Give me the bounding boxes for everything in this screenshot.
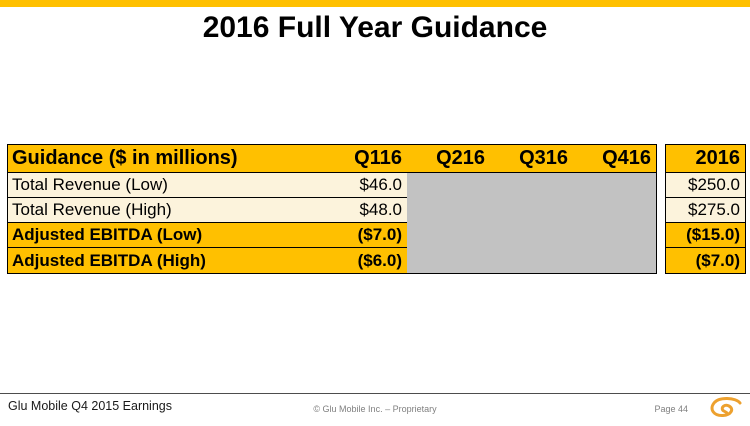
row-value-q116: ($6.0)	[324, 248, 407, 273]
header-cell-2016: 2016	[666, 145, 745, 173]
header-cell-q316: Q316	[490, 145, 573, 173]
slide-title: 2016 Full Year Guidance	[202, 11, 548, 44]
top-accent-bar	[0, 0, 750, 7]
row-value-fy: $275.0	[666, 198, 745, 223]
row-label: Adjusted EBITDA (High)	[8, 248, 324, 273]
header-cell-q116: Q116	[324, 145, 407, 173]
row-value-fy: $250.0	[666, 173, 745, 198]
footer-copyright: © Glu Mobile Inc. – Proprietary	[313, 404, 437, 414]
row-label: Total Revenue (High)	[8, 198, 324, 223]
row-value-q116: $46.0	[324, 173, 407, 198]
row-label: Adjusted EBITDA (Low)	[8, 223, 324, 248]
footer-deck-name: Glu Mobile Q4 2015 Earnings	[8, 399, 172, 413]
footer-page-number: Page 44	[654, 404, 688, 414]
guidance-table-fy-column: 2016 $250.0 $275.0 ($15.0) ($7.0)	[665, 144, 746, 274]
header-cell-q416: Q416	[573, 145, 656, 173]
row-value-q116: ($7.0)	[324, 223, 407, 248]
row-value-q116: $48.0	[324, 198, 407, 223]
header-cell-guidance: Guidance ($ in millions)	[8, 145, 324, 173]
glu-logo-icon	[706, 395, 746, 421]
header-cell-q216: Q216	[407, 145, 490, 173]
row-value-fy: ($7.0)	[666, 248, 745, 273]
row-label: Total Revenue (Low)	[8, 173, 324, 198]
empty-quarters-block	[407, 173, 656, 273]
guidance-table-main: Guidance ($ in millions) Q116 Q216 Q316 …	[7, 144, 657, 274]
footer-divider	[0, 393, 750, 394]
row-value-fy: ($15.0)	[666, 223, 745, 248]
guidance-table: Guidance ($ in millions) Q116 Q216 Q316 …	[7, 144, 746, 274]
